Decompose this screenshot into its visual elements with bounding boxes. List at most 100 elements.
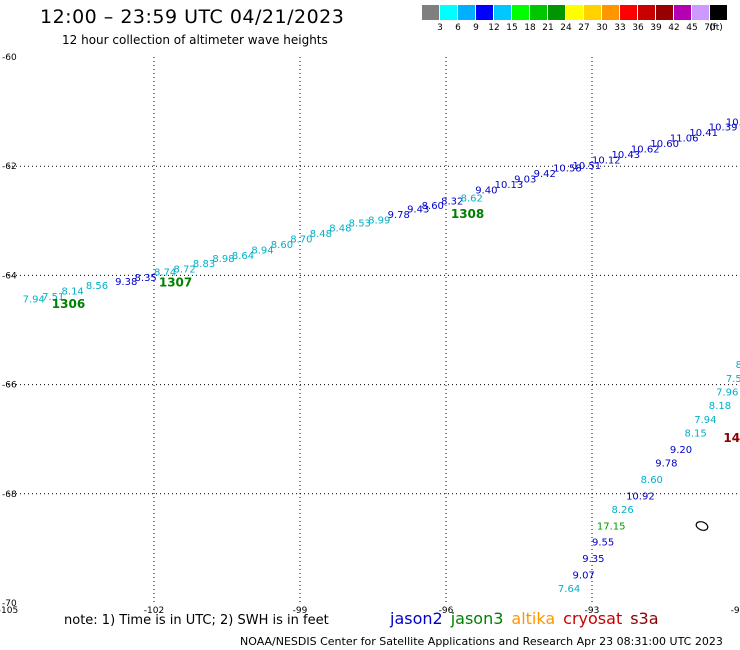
wave-height-label: 8.32 (441, 196, 463, 207)
legend-label: 6 (455, 23, 461, 33)
wave-height-label: 8.48 (310, 229, 332, 240)
wave-height-label: 8.60 (641, 475, 663, 486)
wave-height-label: 17.15 (597, 521, 626, 532)
wave-height-label: 8.83 (193, 259, 215, 270)
legend-label: 42 (668, 23, 680, 33)
wave-height-points: 7.947.518.14 8.56 9.388.358.748.728.838.98… (23, 117, 740, 595)
wave-height-label: 10.12 (592, 155, 621, 166)
wave-height-label: 8.18 (709, 401, 731, 412)
legend-label: 33 (614, 23, 626, 33)
legend-label: 24 (560, 23, 572, 33)
legend-swatch (638, 5, 655, 20)
pass-number-label: 1308 (451, 207, 484, 221)
wave-height-label: 7.96 (716, 388, 738, 399)
wave-height-label: 8.60 (422, 201, 444, 212)
legend-label: 21 (542, 23, 554, 33)
legend-label: 15 (506, 23, 518, 33)
wave-height-label: 8.53 (349, 218, 371, 229)
wave-height-label: 10.41 (689, 128, 718, 139)
lon-tick-label: -90 (731, 606, 740, 616)
legend-label: 3 (437, 23, 443, 33)
wave-height-label: 8.56 (86, 281, 108, 292)
legend-label: 36 (632, 23, 644, 33)
wave-height-label: 10.92 (626, 491, 655, 502)
lat-tick-label: -60 (2, 53, 17, 63)
wave-height-label: 8.48 (329, 224, 351, 235)
wave-height-label: 10.65 (726, 117, 740, 128)
legend-unit: (ft) (709, 23, 723, 33)
wave-height-label: 9.35 (582, 554, 604, 565)
lat-tick-label: -68 (2, 490, 17, 500)
map-subtitle: 12 hour collection of altimeter wave hei… (62, 33, 328, 47)
wave-height-label: 8.64 (232, 251, 254, 262)
wave-height-label: 9.40 (475, 186, 497, 197)
legend-swatch (710, 5, 727, 20)
wave-height-label: 8.15 (684, 428, 706, 439)
wave-height-label: 8.26 (611, 505, 633, 516)
island-outline (695, 521, 709, 531)
legend-swatch (602, 5, 619, 20)
legend-swatch (656, 5, 673, 20)
legend-swatch (440, 5, 457, 20)
legend-label: 9 (473, 23, 479, 33)
lat-tick-label: -62 (2, 162, 17, 172)
wave-height-label: 9.42 (534, 169, 556, 180)
wave-height-label: 9.43 (407, 205, 429, 216)
wave-height-label: 8.74 (154, 267, 176, 278)
lon-tick-label: -96 (439, 606, 454, 616)
legend-swatch (458, 5, 475, 20)
wave-height-label: 7.51 (42, 292, 64, 303)
lat-tick-label: -64 (2, 271, 17, 281)
wave-height-label: 10.51 (573, 161, 602, 172)
legend-label: 18 (524, 23, 536, 33)
pass-number-label: 1439 (723, 431, 740, 445)
wave-height-label: 10.60 (650, 139, 679, 150)
legend-swatch (548, 5, 565, 20)
wave-height-label: 10.58 (553, 164, 582, 175)
wave-height-label: 8.72 (173, 265, 195, 276)
legend-label: 27 (578, 23, 590, 33)
wave-height-label: 8.99 (368, 216, 390, 227)
axis-ticks: -105 -102 -99 -96 -93 -90 -60 -62 -64 -66 -68 -70 (0, 53, 740, 616)
credit-footer: NOAA/NESDIS Center for Satellite Applica… (240, 635, 723, 648)
lat-tick-label: -66 (2, 381, 17, 391)
wave-height-label: 9.07 (573, 570, 595, 581)
wave-height-label: 7.5 (726, 374, 740, 385)
legend-swatch (674, 5, 691, 20)
pass-number-label: 1306 (52, 297, 85, 311)
map-grid (8, 57, 738, 603)
satellite-jason3: jason3 (450, 609, 504, 628)
note-text: note: 1) Time is in UTC; 2) SWH is in fe… (64, 613, 329, 628)
lon-tick-label: -99 (293, 606, 308, 616)
legend-swatch (512, 5, 529, 20)
wave-height-label: 9.78 (655, 459, 677, 470)
wave-height-label: 10.43 (611, 150, 640, 161)
legend-swatch (692, 5, 709, 20)
wave-height-label: 8.94 (251, 246, 273, 257)
lat-tick-label: -70 (2, 599, 17, 609)
satellite-jason2: jason2 (390, 609, 443, 628)
legend-label: 70 (704, 23, 716, 33)
pass-labels: 13061307130813061439 (52, 207, 740, 445)
legend-swatch (494, 5, 511, 20)
legend-swatch (530, 5, 547, 20)
legend-swatch (422, 5, 439, 20)
wave-height-label: 8.98 (212, 254, 234, 265)
wave-height-label: 10.39 (709, 123, 738, 134)
lon-tick-label: -105 (0, 606, 18, 616)
legend-label: 12 (488, 23, 500, 33)
legend-label: 30 (596, 23, 608, 33)
wave-height-label: 11.06 (670, 134, 699, 145)
lon-tick-label: -102 (144, 606, 164, 616)
map-title: 12:00 – 23:59 UTC 04/21/2023 (40, 6, 345, 28)
legend-swatch (476, 5, 493, 20)
wave-height-label: 7.64 (558, 584, 580, 595)
wave-height-label: 7.94 (694, 415, 716, 426)
wave-height-label: 9.55 (592, 538, 614, 549)
legend-swatch (620, 5, 637, 20)
wave-height-label: 10.62 (631, 145, 660, 156)
lon-tick-label: -93 (585, 606, 600, 616)
wave-height-label: 9.78 (388, 210, 410, 221)
satellite-altika: altika (511, 609, 556, 628)
